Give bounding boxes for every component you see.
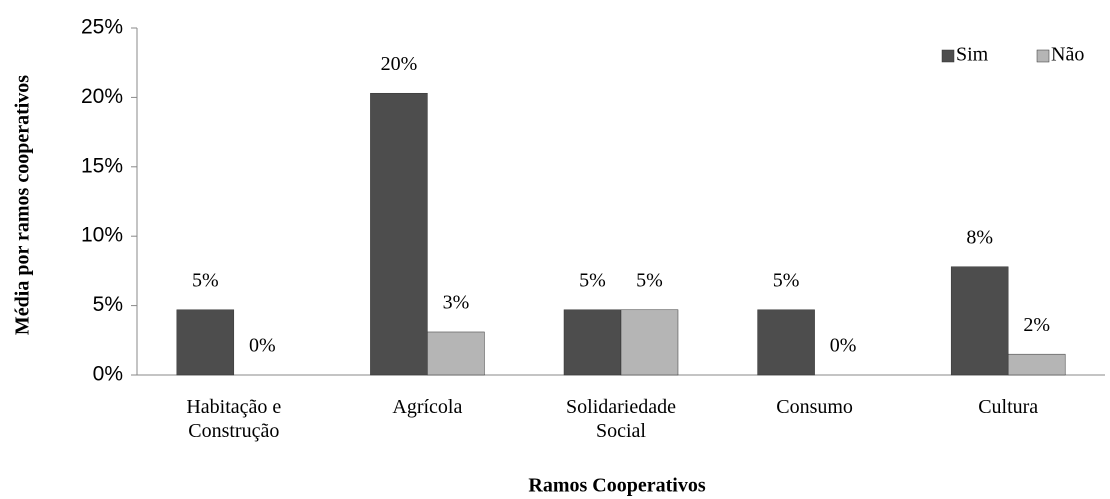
data-label: 8%: [966, 226, 993, 248]
data-label: 0%: [830, 335, 857, 357]
x-tick-label: Consumo: [776, 396, 853, 418]
y-tick-label: 25%: [81, 16, 123, 39]
bar: [1007, 353, 1066, 376]
y-tick-label: 0%: [93, 363, 123, 386]
x-tick-label: Solidariedade Social: [566, 396, 676, 442]
data-label: 5%: [192, 269, 219, 291]
data-label: 20%: [381, 53, 418, 75]
y-tick-label: 15%: [81, 154, 123, 177]
y-tick-label: 20%: [81, 85, 123, 108]
bar: [563, 309, 622, 376]
data-label: 5%: [579, 269, 606, 291]
x-tick-label: Cultura: [978, 396, 1039, 418]
x-tick-label: Habitação e Construção: [186, 396, 282, 442]
data-label: 0%: [249, 335, 276, 357]
bar: [950, 266, 1009, 376]
y-axis-title: Média por ramos cooperativos: [12, 75, 34, 335]
data-label: 2%: [1023, 314, 1050, 336]
legend-label: Sim: [956, 44, 989, 66]
y-tick-label: 5%: [93, 293, 123, 316]
y-tick-label: 10%: [81, 224, 123, 247]
data-label: 3%: [443, 292, 470, 314]
x-tick-label: Agrícola: [392, 396, 463, 418]
bar: [176, 309, 235, 376]
x-axis-title: Ramos Cooperativos: [528, 475, 705, 497]
legend-swatch: [1036, 49, 1050, 63]
bar: [620, 309, 679, 376]
bar: [370, 92, 428, 376]
data-label: 5%: [636, 269, 663, 291]
bar: [757, 309, 815, 376]
legend-label: Não: [1051, 44, 1084, 66]
bar: [427, 331, 485, 376]
data-label: 5%: [773, 269, 800, 291]
legend-swatch: [941, 49, 955, 63]
